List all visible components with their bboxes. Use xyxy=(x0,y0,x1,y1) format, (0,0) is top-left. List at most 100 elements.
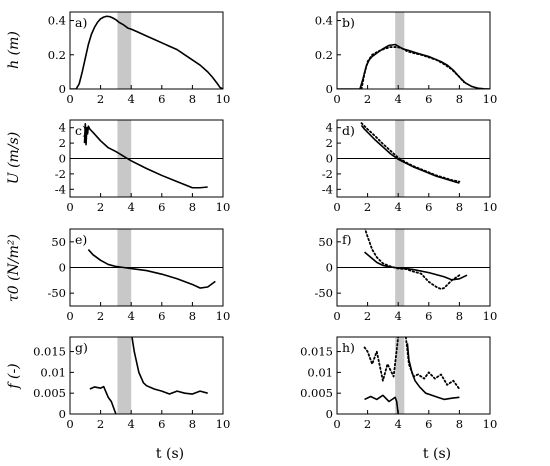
x-tick-label-a-5: 10 xyxy=(216,92,231,106)
y-tick-label-b-1: 0.2 xyxy=(315,48,333,62)
shade-band-g xyxy=(117,337,132,414)
series-line-h-1 xyxy=(406,343,460,401)
y-tick-label-b-2: 0.4 xyxy=(315,14,333,28)
series-line-e-0 xyxy=(87,248,216,289)
y-tick-label-b-0: 0 xyxy=(326,82,333,96)
series-line-c-0 xyxy=(83,123,208,189)
y-tick-label-d-3: 2 xyxy=(326,136,333,150)
x-tick-label-c-2: 4 xyxy=(128,200,135,214)
x-tick-label-e-0: 0 xyxy=(66,309,73,323)
y-tick-label-c-4: 4 xyxy=(59,121,66,135)
x-tick-label-e-3: 6 xyxy=(158,309,165,323)
x-tick-label-a-0: 0 xyxy=(66,92,73,106)
y-tick-label-g-1: 0.005 xyxy=(33,386,66,400)
x-tick-label-d-3: 6 xyxy=(425,200,432,214)
panel-label-h: h) xyxy=(342,340,355,355)
y-tick-label-h-2: 0.01 xyxy=(307,365,333,379)
x-tick-label-b-1: 2 xyxy=(364,92,371,106)
y-tick-label-d-0: -4 xyxy=(322,182,333,196)
x-tick-label-f-1: 2 xyxy=(364,309,371,323)
shade-band-h xyxy=(395,337,405,414)
series-line-g-1 xyxy=(131,337,208,395)
x-tick-label-e-1: 2 xyxy=(97,309,104,323)
y-tick-label-g-3: 0.015 xyxy=(33,345,66,359)
series-line-h-2 xyxy=(363,337,400,382)
series-line-h-0 xyxy=(364,394,399,414)
x-tick-label-d-2: 4 xyxy=(395,200,402,214)
y-tick-label-c-3: 2 xyxy=(59,136,66,150)
x-tick-label-h-1: 2 xyxy=(364,417,371,431)
y-tick-label-d-2: 0 xyxy=(326,152,333,166)
y-tick-label-f-2: 50 xyxy=(318,235,333,249)
shade-band-a xyxy=(117,12,132,89)
y-tick-label-a-0: 0 xyxy=(59,82,66,96)
xlabel-right: t (s) xyxy=(423,446,451,462)
panel-label-b: b) xyxy=(342,15,355,30)
panel-label-e: e) xyxy=(75,232,87,247)
y-tick-label-g-0: 0 xyxy=(59,407,66,421)
x-tick-label-b-0: 0 xyxy=(333,92,340,106)
series-line-f-0 xyxy=(364,251,468,281)
y-tick-label-h-0: 0 xyxy=(326,407,333,421)
x-tick-label-h-3: 6 xyxy=(425,417,432,431)
y-tick-label-c-1: -2 xyxy=(55,167,66,181)
series-line-b-0 xyxy=(337,43,490,89)
x-tick-label-b-5: 10 xyxy=(483,92,498,106)
ylabel-f: f (-) xyxy=(6,363,22,389)
y-tick-label-f-1: 0 xyxy=(326,261,333,275)
xlabel-left: t (s) xyxy=(156,446,184,462)
x-tick-label-h-0: 0 xyxy=(333,417,340,431)
y-tick-label-a-1: 0.2 xyxy=(48,48,66,62)
y-tick-label-h-1: 0.005 xyxy=(300,386,333,400)
axes-frame-b xyxy=(336,11,491,90)
panel-h: 0 2 4 6 8 10 0 0.005 0.01 0.015 h) xyxy=(300,336,498,431)
y-tick-label-c-0: -4 xyxy=(55,182,66,196)
y-tick-label-a-2: 0.4 xyxy=(48,14,66,28)
y-tick-label-h-3: 0.015 xyxy=(300,345,333,359)
x-tick-label-f-2: 4 xyxy=(395,309,402,323)
x-tick-label-c-5: 10 xyxy=(216,200,231,214)
x-tick-label-g-4: 8 xyxy=(189,417,196,431)
y-tick-label-e-2: 50 xyxy=(51,235,66,249)
axes-frame-h xyxy=(336,336,491,415)
x-tick-label-h-5: 10 xyxy=(483,417,498,431)
x-tick-label-g-5: 10 xyxy=(216,417,231,431)
panel-label-g: g) xyxy=(75,340,88,355)
axes-frame-a xyxy=(69,11,224,90)
x-tick-label-g-3: 6 xyxy=(158,417,165,431)
y-tick-label-c-2: 0 xyxy=(59,152,66,166)
ylabel-h: h (m) xyxy=(6,31,22,69)
x-tick-label-a-3: 6 xyxy=(158,92,165,106)
x-tick-label-e-4: 8 xyxy=(189,309,196,323)
x-tick-label-f-3: 6 xyxy=(425,309,432,323)
panel-a: 0 2 4 6 8 10 0 0.2 0.4 a) xyxy=(48,11,231,106)
ylabel-tau: τ0 (N/m²) xyxy=(6,234,22,302)
series-line-a-0 xyxy=(70,15,223,89)
x-tick-label-e-2: 4 xyxy=(128,309,135,323)
series-line-d-1 xyxy=(360,122,461,183)
x-tick-label-c-1: 2 xyxy=(97,200,104,214)
y-tick-label-e-0: -50 xyxy=(47,286,66,300)
x-tick-label-f-5: 10 xyxy=(483,309,498,323)
panel-label-c: c) xyxy=(75,123,87,138)
series-line-f-1 xyxy=(364,229,461,290)
x-tick-label-f-4: 8 xyxy=(456,309,463,323)
y-tick-label-d-4: 4 xyxy=(326,121,333,135)
x-tick-label-a-4: 8 xyxy=(189,92,196,106)
series-line-h-3 xyxy=(404,337,461,390)
x-tick-label-h-4: 8 xyxy=(456,417,463,431)
x-tick-label-g-1: 2 xyxy=(97,417,104,431)
x-tick-label-d-4: 8 xyxy=(456,200,463,214)
x-tick-label-h-2: 4 xyxy=(395,417,402,431)
x-tick-label-c-0: 0 xyxy=(66,200,73,214)
x-tick-label-a-1: 2 xyxy=(97,92,104,106)
x-tick-label-e-5: 10 xyxy=(216,309,231,323)
ylabel-u: U (m/s) xyxy=(6,132,22,184)
series-line-g-0 xyxy=(89,385,117,414)
y-tick-label-f-0: -50 xyxy=(314,286,333,300)
x-tick-label-f-0: 0 xyxy=(333,309,340,323)
